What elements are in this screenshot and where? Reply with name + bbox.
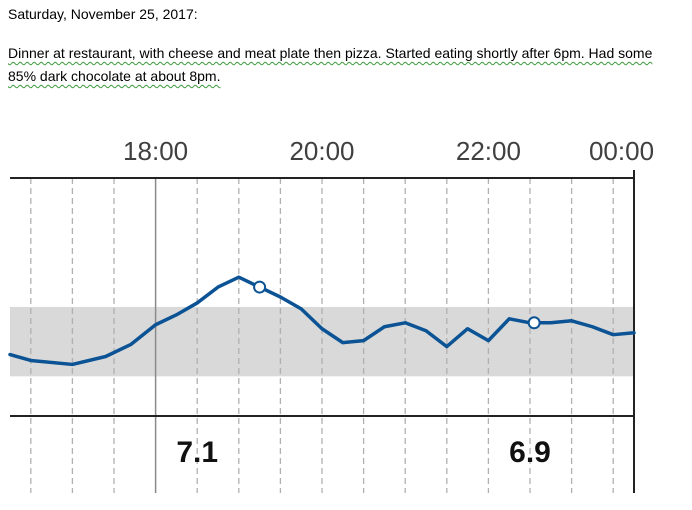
x-tick-label: 00:00 [589,136,654,166]
x-tick-label: 22:00 [456,136,521,166]
event-marker [527,316,541,330]
document-note: Dinner at restaurant, with cheese and me… [8,45,653,84]
data-value-label: 7.1 [176,436,218,469]
x-tick-label: 20:00 [289,136,354,166]
data-value-label: 6.9 [509,436,551,469]
document-date: Saturday, November 25, 2017: [8,6,198,22]
event-marker [253,280,267,294]
x-tick-label: 18:00 [123,136,188,166]
